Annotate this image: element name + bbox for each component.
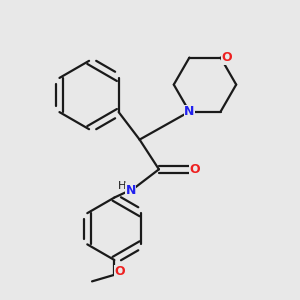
Text: H: H <box>118 181 126 191</box>
Text: O: O <box>190 163 200 176</box>
Text: N: N <box>125 184 136 196</box>
Text: O: O <box>222 51 232 64</box>
Text: O: O <box>114 266 125 278</box>
Text: N: N <box>184 105 195 118</box>
